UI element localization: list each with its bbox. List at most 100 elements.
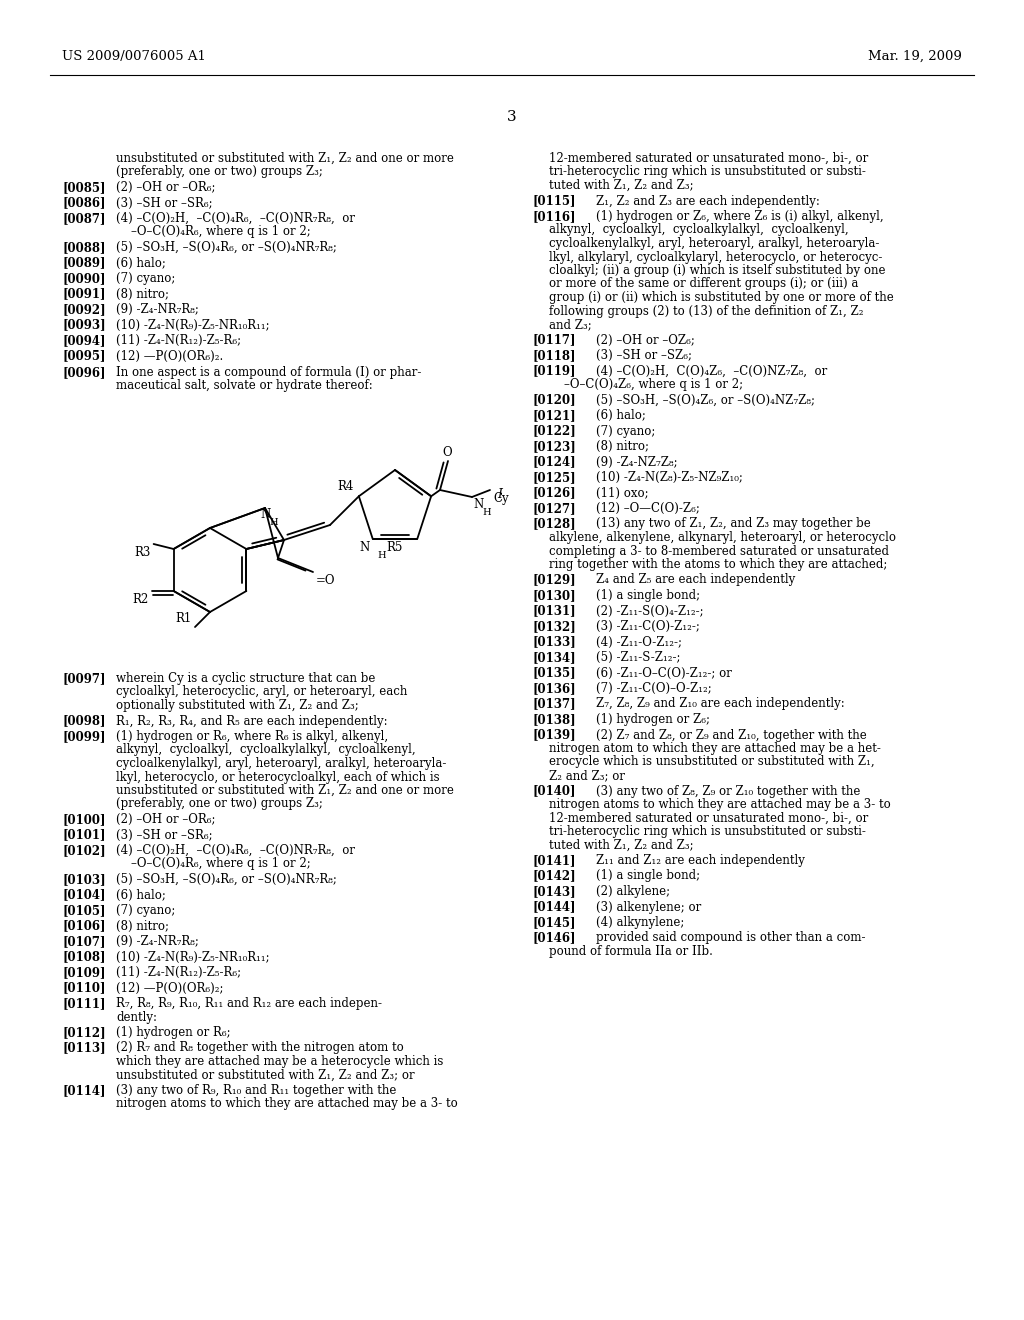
- Text: [0123]: [0123]: [532, 440, 575, 453]
- Text: (4) alkynylene;: (4) alkynylene;: [596, 916, 684, 929]
- Text: unsubstituted or substituted with Z₁, Z₂ and one or more: unsubstituted or substituted with Z₁, Z₂…: [116, 152, 454, 165]
- Text: [0095]: [0095]: [62, 350, 105, 363]
- Text: [0136]: [0136]: [532, 682, 575, 696]
- Text: provided said compound is other than a com-: provided said compound is other than a c…: [596, 932, 865, 945]
- Text: (3) alkenylene; or: (3) alkenylene; or: [596, 900, 701, 913]
- Text: (1) a single bond;: (1) a single bond;: [596, 870, 700, 883]
- Text: (2) Z₇ and Z₈, or Z₉ and Z₁₀, together with the: (2) Z₇ and Z₈, or Z₉ and Z₁₀, together w…: [596, 729, 866, 742]
- Text: –O–C(O)₄R₆, where q is 1 or 2;: –O–C(O)₄R₆, where q is 1 or 2;: [116, 226, 310, 239]
- Text: (3) -Z₁₁-C(O)-Z₁₂-;: (3) -Z₁₁-C(O)-Z₁₂-;: [596, 620, 699, 634]
- Text: alkylene, alkenylene, alkynaryl, heteroaryl, or heterocyclo: alkylene, alkenylene, alkynaryl, heteroa…: [549, 531, 896, 544]
- Text: O: O: [442, 446, 452, 459]
- Text: N: N: [261, 508, 271, 521]
- Text: [0133]: [0133]: [532, 635, 575, 648]
- Text: I: I: [497, 488, 502, 502]
- Text: (3) any two of R₉, R₁₀ and R₁₁ together with the: (3) any two of R₉, R₁₀ and R₁₁ together …: [116, 1084, 396, 1097]
- Text: [0124]: [0124]: [532, 455, 575, 469]
- Text: (9) -Z₄-NR₇R₈;: (9) -Z₄-NR₇R₈;: [116, 935, 199, 948]
- Text: (8) nitro;: (8) nitro;: [596, 440, 649, 453]
- Text: [0146]: [0146]: [532, 932, 575, 945]
- Text: following groups (2) to (13) of the definition of Z₁, Z₂: following groups (2) to (13) of the defi…: [549, 305, 863, 318]
- Text: [0104]: [0104]: [62, 888, 105, 902]
- Text: =O: =O: [316, 574, 336, 587]
- Text: [0110]: [0110]: [62, 982, 105, 994]
- Text: unsubstituted or substituted with Z₁, Z₂ and Z₃; or: unsubstituted or substituted with Z₁, Z₂…: [116, 1068, 415, 1081]
- Text: (1) hydrogen or Z₆, where Z₆ is (i) alkyl, alkenyl,: (1) hydrogen or Z₆, where Z₆ is (i) alky…: [596, 210, 884, 223]
- Text: [0134]: [0134]: [532, 651, 575, 664]
- Text: (5) -Z₁₁-S-Z₁₂-;: (5) -Z₁₁-S-Z₁₂-;: [596, 651, 681, 664]
- Text: [0102]: [0102]: [62, 843, 105, 857]
- Text: (1) hydrogen or R₆;: (1) hydrogen or R₆;: [116, 1026, 230, 1039]
- Text: [0122]: [0122]: [532, 425, 575, 437]
- Text: [0127]: [0127]: [532, 502, 575, 515]
- Text: tuted with Z₁, Z₂ and Z₃;: tuted with Z₁, Z₂ and Z₃;: [549, 838, 693, 851]
- Text: Z₄ and Z₅ are each independently: Z₄ and Z₅ are each independently: [596, 573, 796, 586]
- Text: (5) –SO₃H, –S(O)₄R₆, or –S(O)₄NR₇R₈;: (5) –SO₃H, –S(O)₄R₆, or –S(O)₄NR₇R₈;: [116, 873, 337, 886]
- Text: (2) –OH or –OR₆;: (2) –OH or –OR₆;: [116, 813, 215, 826]
- Text: [0090]: [0090]: [62, 272, 105, 285]
- Text: US 2009/0076005 A1: US 2009/0076005 A1: [62, 50, 206, 63]
- Text: [0105]: [0105]: [62, 904, 105, 917]
- Text: tri-heterocyclic ring which is unsubstituted or substi-: tri-heterocyclic ring which is unsubstit…: [549, 825, 866, 838]
- Text: [0094]: [0094]: [62, 334, 105, 347]
- Text: H: H: [482, 508, 490, 517]
- Text: H: H: [378, 550, 386, 560]
- Text: [0088]: [0088]: [62, 242, 105, 253]
- Text: (13) any two of Z₁, Z₂, and Z₃ may together be: (13) any two of Z₁, Z₂, and Z₃ may toget…: [596, 517, 870, 531]
- Text: [0103]: [0103]: [62, 873, 105, 886]
- Text: [0128]: [0128]: [532, 517, 575, 531]
- Text: [0118]: [0118]: [532, 348, 575, 362]
- Text: which they are attached may be a heterocycle which is: which they are attached may be a heteroc…: [116, 1055, 443, 1068]
- Text: nitrogen atom to which they are attached may be a het-: nitrogen atom to which they are attached…: [549, 742, 881, 755]
- Text: –O–C(O)₄R₆, where q is 1 or 2;: –O–C(O)₄R₆, where q is 1 or 2;: [116, 858, 310, 870]
- Text: [0120]: [0120]: [532, 393, 575, 407]
- Text: (5) –SO₃H, –S(O)₄R₆, or –S(O)₄NR₇R₈;: (5) –SO₃H, –S(O)₄R₆, or –S(O)₄NR₇R₈;: [116, 242, 337, 253]
- Text: group (i) or (ii) which is substituted by one or more of the: group (i) or (ii) which is substituted b…: [549, 290, 894, 304]
- Text: (12) —P(O)(OR₆)₂.: (12) —P(O)(OR₆)₂.: [116, 350, 223, 363]
- Text: [0114]: [0114]: [62, 1084, 105, 1097]
- Text: (1) a single bond;: (1) a single bond;: [596, 589, 700, 602]
- Text: (4) –C(O)₂H,  –C(O)₄R₆,  –C(O)NR₇R₈,  or: (4) –C(O)₂H, –C(O)₄R₆, –C(O)NR₇R₈, or: [116, 213, 355, 224]
- Text: (11) oxo;: (11) oxo;: [596, 487, 648, 499]
- Text: (preferably, one or two) groups Z₃;: (preferably, one or two) groups Z₃;: [116, 165, 323, 178]
- Text: R4: R4: [338, 480, 354, 494]
- Text: (8) nitro;: (8) nitro;: [116, 288, 169, 301]
- Text: R₇, R₈, R₉, R₁₀, R₁₁ and R₁₂ are each indepen-: R₇, R₈, R₉, R₁₀, R₁₁ and R₁₂ are each in…: [116, 997, 382, 1010]
- Text: R2: R2: [132, 593, 148, 606]
- Text: lkyl, heterocyclo, or heterocycloalkyl, each of which is: lkyl, heterocyclo, or heterocycloalkyl, …: [116, 771, 439, 784]
- Text: R1: R1: [176, 612, 193, 624]
- Text: [0089]: [0089]: [62, 256, 105, 269]
- Text: (10) -Z₄-N(R₉)-Z₅-NR₁₀R₁₁;: (10) -Z₄-N(R₉)-Z₅-NR₁₀R₁₁;: [116, 318, 269, 331]
- Text: cycloalkenylalkyl, aryl, heteroaryl, aralkyl, heteroaryla-: cycloalkenylalkyl, aryl, heteroaryl, ara…: [116, 756, 446, 770]
- Text: [0086]: [0086]: [62, 197, 105, 210]
- Text: 12-membered saturated or unsaturated mono-, bi-, or: 12-membered saturated or unsaturated mon…: [549, 812, 868, 825]
- Text: (6) halo;: (6) halo;: [596, 409, 646, 422]
- Text: (7) -Z₁₁-C(O)–O-Z₁₂;: (7) -Z₁₁-C(O)–O-Z₁₂;: [596, 682, 712, 696]
- Text: erocycle which is unsubstituted or substituted with Z₁,: erocycle which is unsubstituted or subst…: [549, 755, 874, 768]
- Text: cycloalkenylalkyl, aryl, heteroaryl, aralkyl, heteroaryla-: cycloalkenylalkyl, aryl, heteroaryl, ara…: [549, 238, 880, 249]
- Text: [0092]: [0092]: [62, 304, 105, 315]
- Text: [0096]: [0096]: [62, 366, 105, 379]
- Text: alkynyl,  cycloalkyl,  cycloalkylalkyl,  cycloalkenyl,: alkynyl, cycloalkyl, cycloalkylalkyl, cy…: [549, 223, 849, 236]
- Text: lkyl, alkylaryl, cycloalkylaryl, heterocyclo, or heterocyc-: lkyl, alkylaryl, cycloalkylaryl, heteroc…: [549, 251, 883, 264]
- Text: [0115]: [0115]: [532, 194, 575, 207]
- Text: Z₁, Z₂ and Z₃ are each independently:: Z₁, Z₂ and Z₃ are each independently:: [596, 194, 820, 207]
- Text: [0091]: [0091]: [62, 288, 105, 301]
- Text: (4) –C(O)₂H,  C(O)₄Z₆,  –C(O)NZ₇Z₈,  or: (4) –C(O)₂H, C(O)₄Z₆, –C(O)NZ₇Z₈, or: [596, 364, 827, 378]
- Text: [0135]: [0135]: [532, 667, 575, 680]
- Text: cycloalkyl, heterocyclic, aryl, or heteroaryl, each: cycloalkyl, heterocyclic, aryl, or heter…: [116, 685, 408, 698]
- Text: Z₁₁ and Z₁₂ are each independently: Z₁₁ and Z₁₂ are each independently: [596, 854, 805, 867]
- Text: alkynyl,  cycloalkyl,  cycloalkylalkyl,  cycloalkenyl,: alkynyl, cycloalkyl, cycloalkylalkyl, cy…: [116, 743, 416, 756]
- Text: cloalkyl; (ii) a group (i) which is itself substituted by one: cloalkyl; (ii) a group (i) which is itse…: [549, 264, 886, 277]
- Text: (1) hydrogen or Z₆;: (1) hydrogen or Z₆;: [596, 713, 710, 726]
- Text: (7) cyano;: (7) cyano;: [596, 425, 655, 437]
- Text: [0140]: [0140]: [532, 784, 575, 797]
- Text: [0138]: [0138]: [532, 713, 575, 726]
- Text: [0109]: [0109]: [62, 966, 105, 979]
- Text: [0145]: [0145]: [532, 916, 575, 929]
- Text: (9) -Z₄-NZ₇Z₈;: (9) -Z₄-NZ₇Z₈;: [596, 455, 678, 469]
- Text: [0144]: [0144]: [532, 900, 575, 913]
- Text: (7) cyano;: (7) cyano;: [116, 904, 175, 917]
- Text: nitrogen atoms to which they are attached may be a 3- to: nitrogen atoms to which they are attache…: [549, 799, 891, 810]
- Text: optionally substituted with Z₁, Z₂ and Z₃;: optionally substituted with Z₁, Z₂ and Z…: [116, 700, 358, 711]
